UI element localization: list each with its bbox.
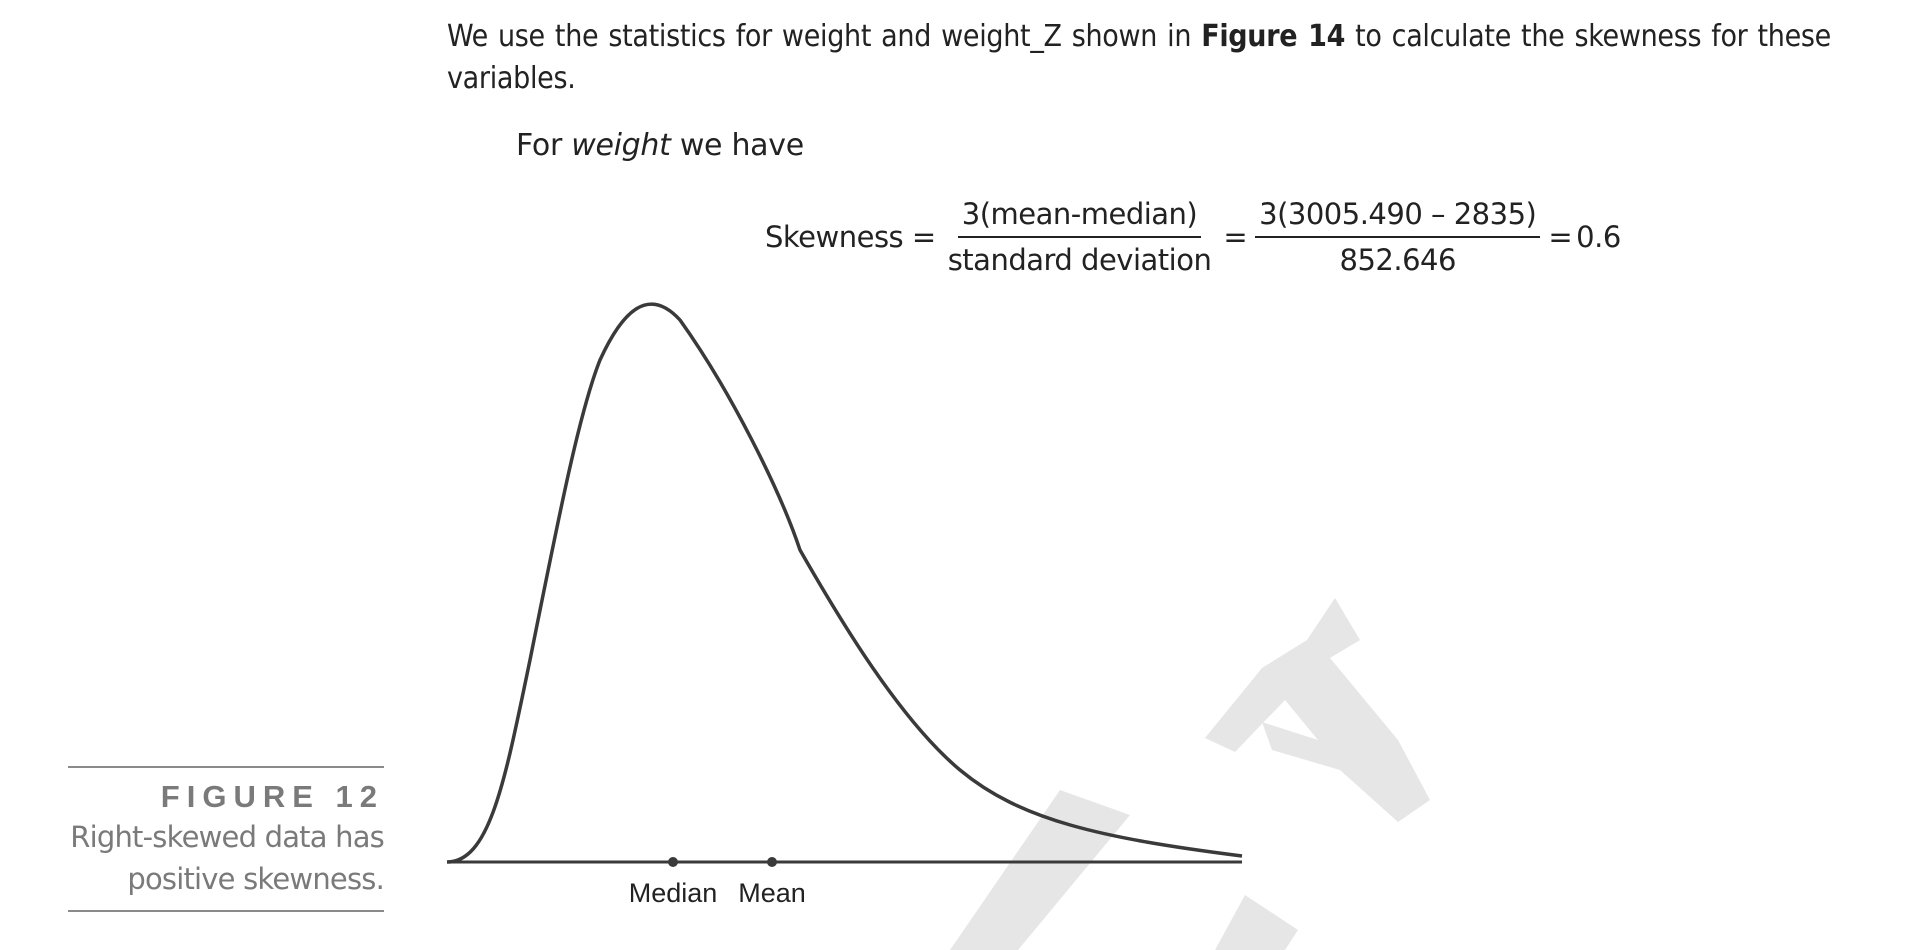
equals-sign: = [1548,220,1573,254]
fraction-values-denominator: 852.646 [1339,243,1457,277]
equals-sign: = [1223,220,1248,254]
intro-text-after: to calculate the skewness for these vari… [447,19,1831,96]
fraction-definition-numerator: 3(mean-median) [957,196,1202,238]
for-prefix: For [516,128,572,163]
median-label: Median [629,878,718,908]
variable-name: weight [571,128,671,163]
fraction-values-numerator: 3(3005.490 – 2835) [1255,196,1541,238]
mean-label: Mean [738,878,806,908]
caption-line-2: positive skewness. [127,862,384,896]
fraction-definition-denominator: standard deviation [947,243,1212,277]
figure-label: FIGURE 12 [160,779,384,814]
caption-line-1: Right-skewed data has [70,820,385,854]
distribution-curve [446,302,1243,864]
figure-caption: FIGURE 12 Right-skewed data has positive… [68,766,385,912]
intro-text-before: We use the statistics for weight and wei… [447,19,1202,54]
fraction-values: 3(3005.490 – 2835) 852.646 [1255,196,1541,278]
fraction-definition: 3(mean-median) standard deviation [944,196,1216,278]
figure-reference: Figure 14 [1201,19,1346,54]
for-suffix: we have [670,128,804,163]
for-weight-line: For weight we have [516,126,804,166]
intro-paragraph: We use the statistics for weight and wei… [447,16,1831,100]
watermark-graphic [950,598,1430,950]
mean-marker [767,857,777,867]
median-marker [668,857,678,867]
formula-lhs: Skewness = [765,220,936,254]
formula-result: 0.6 [1576,220,1621,254]
skewness-formula: Skewness = 3(mean-median) standard devia… [763,196,1623,278]
